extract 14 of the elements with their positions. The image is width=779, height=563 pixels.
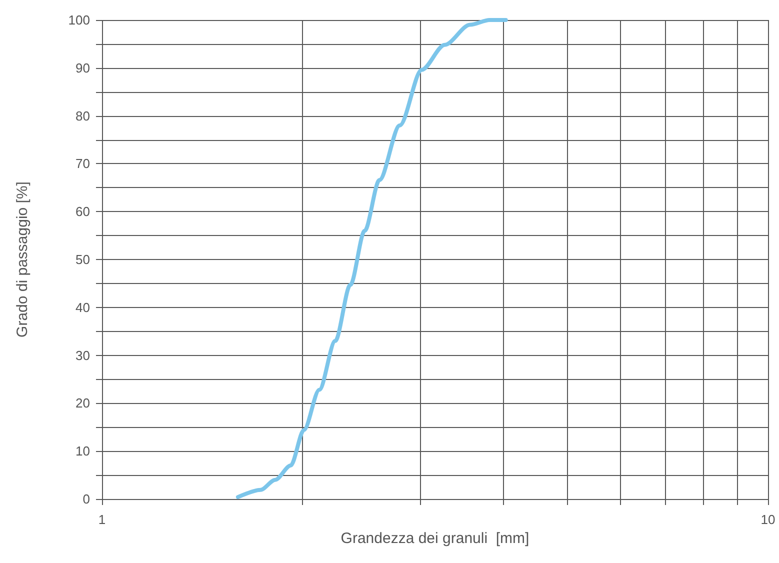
y-tick-label: 70 bbox=[76, 156, 90, 172]
y-tick-label: 30 bbox=[76, 348, 90, 363]
y-tick-label: 20 bbox=[76, 396, 90, 411]
y-tick-label: 90 bbox=[76, 60, 90, 76]
y-axis-title: Grado di passaggio [%] bbox=[14, 182, 31, 338]
y-tick-label: 50 bbox=[76, 252, 90, 267]
x-axis-title: Grandezza dei granuli [mm] bbox=[340, 530, 530, 547]
y-tick-label: 60 bbox=[76, 204, 90, 220]
y-tick-label: 0 bbox=[82, 492, 90, 506]
y-tick-label: 40 bbox=[76, 300, 90, 315]
y-tick-label: 10 bbox=[76, 444, 90, 459]
x-tick-label: 1 bbox=[98, 512, 106, 527]
y-tick-label: 80 bbox=[76, 108, 90, 124]
y-tick-label: 100 bbox=[68, 12, 90, 28]
